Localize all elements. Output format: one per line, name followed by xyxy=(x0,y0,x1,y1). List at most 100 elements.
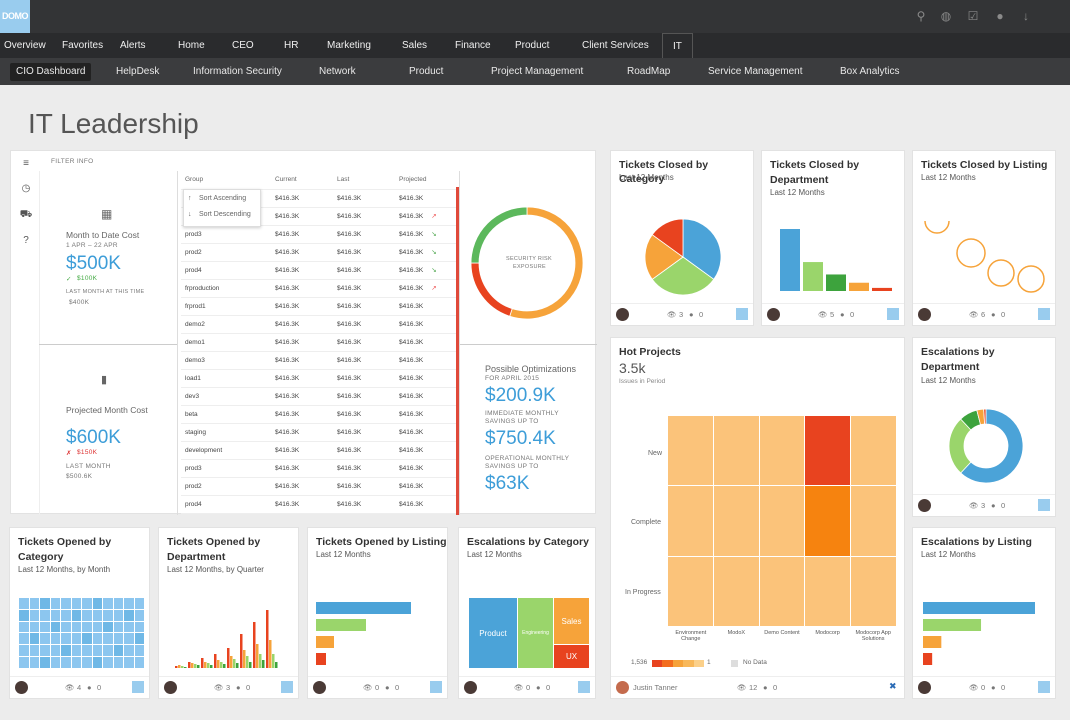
heatmap-cell[interactable] xyxy=(92,633,102,645)
bar[interactable] xyxy=(803,262,823,291)
bar[interactable] xyxy=(849,282,869,291)
heatmap-cell[interactable] xyxy=(124,633,134,645)
heatmap-cell[interactable] xyxy=(713,486,759,556)
comment-icon[interactable]: ● xyxy=(536,683,541,692)
heatmap-cell[interactable] xyxy=(82,621,92,633)
heatmap-cell[interactable] xyxy=(134,609,144,621)
card-tickets-opened-department[interactable]: Tickets Opened by Department Last 12 Mon… xyxy=(158,527,299,699)
slice[interactable] xyxy=(960,408,1024,484)
heatmap-cell[interactable] xyxy=(50,645,60,657)
table-row[interactable]: load1 $416.3K $416.3K $416.3K xyxy=(181,369,459,388)
bar[interactable] xyxy=(872,287,892,291)
heatmap-cell[interactable] xyxy=(40,633,50,645)
table-row[interactable]: development $416.3K $416.3K $416.3K xyxy=(181,441,459,460)
table-row[interactable]: frprod1 $416.3K $416.3K $416.3K xyxy=(181,297,459,316)
comment-icon[interactable]: ● xyxy=(689,310,694,319)
heatmap-cell[interactable] xyxy=(29,633,39,645)
bar[interactable] xyxy=(262,660,265,668)
heatmap-cell[interactable] xyxy=(19,598,29,609)
bar[interactable] xyxy=(243,650,246,668)
heatmap-cell[interactable] xyxy=(29,645,39,657)
card-tickets-closed-listing[interactable]: Tickets Closed by Listing Last 12 Months… xyxy=(912,150,1056,326)
heatmap-cell[interactable] xyxy=(92,645,102,657)
heatmap-cell[interactable] xyxy=(134,645,144,657)
subnav-network[interactable]: Network xyxy=(319,66,356,77)
bar[interactable] xyxy=(210,665,213,668)
comment-icon[interactable]: ● xyxy=(236,683,241,692)
bar[interactable] xyxy=(220,662,223,668)
bar[interactable] xyxy=(181,666,184,668)
bar[interactable] xyxy=(923,619,982,631)
download-icon[interactable]: ↓ xyxy=(1023,9,1029,23)
heatmap-cell[interactable] xyxy=(668,556,713,626)
comment-icon[interactable]: ● xyxy=(763,683,768,692)
heatmap-cell[interactable] xyxy=(113,657,123,668)
bar[interactable] xyxy=(191,663,194,668)
table-row[interactable]: prod3 $416.3K $416.3K $416.3K xyxy=(181,459,459,478)
card-escalations-department[interactable]: Escalations by Department Last 12 Months… xyxy=(912,337,1056,517)
avatar[interactable] xyxy=(616,308,629,321)
heatmap-cell[interactable] xyxy=(61,645,71,657)
bar[interactable] xyxy=(188,662,191,668)
bar[interactable] xyxy=(194,664,197,668)
bar[interactable] xyxy=(201,658,204,668)
subnav-helpdesk[interactable]: HelpDesk xyxy=(116,66,160,77)
page-icon[interactable] xyxy=(1038,308,1050,320)
heatmap-cell[interactable] xyxy=(134,621,144,633)
heatmap-cell[interactable] xyxy=(82,657,92,668)
nav-marketing[interactable]: Marketing xyxy=(327,40,371,51)
heatmap-cell[interactable] xyxy=(805,486,851,556)
avatar[interactable] xyxy=(616,681,629,694)
heatmap-cell[interactable] xyxy=(71,657,81,668)
help-icon[interactable]: ? xyxy=(23,235,29,246)
subnav-roadmap[interactable]: RoadMap xyxy=(627,66,671,77)
heatmap-cell[interactable] xyxy=(713,556,759,626)
slice[interactable] xyxy=(682,218,722,280)
heatmap-cell[interactable] xyxy=(19,657,29,668)
heatmap-cell[interactable] xyxy=(82,609,92,621)
sort-descending[interactable]: Sort Descending xyxy=(199,211,251,218)
heatmap-cell[interactable] xyxy=(759,416,805,486)
nav-ceo[interactable]: CEO xyxy=(232,40,254,51)
heatmap-cell[interactable] xyxy=(805,416,851,486)
nav-product[interactable]: Product xyxy=(515,40,550,51)
slice[interactable] xyxy=(948,418,972,474)
heatmap-cell[interactable] xyxy=(40,609,50,621)
avatar[interactable] xyxy=(767,308,780,321)
heatmap-cell[interactable] xyxy=(19,633,29,645)
subnav-information-security[interactable]: Information Security xyxy=(193,66,282,77)
heatmap-cell[interactable] xyxy=(805,556,851,626)
user-name[interactable]: Justin Tanner xyxy=(633,683,678,692)
heatmap-cell[interactable] xyxy=(103,633,113,645)
bar[interactable] xyxy=(253,622,256,668)
heatmap-cell[interactable] xyxy=(40,657,50,668)
heatmap-cell[interactable] xyxy=(29,598,39,609)
bar[interactable] xyxy=(236,663,239,668)
heatmap-cell[interactable] xyxy=(134,598,144,609)
heatmap-cell[interactable] xyxy=(759,486,805,556)
page-icon[interactable] xyxy=(887,308,899,320)
table-row[interactable]: prod2 $416.3K $416.3K $416.3K xyxy=(181,477,459,496)
heatmap-cell[interactable] xyxy=(61,598,71,609)
table-row[interactable]: demo3 $416.3K $416.3K $416.3K xyxy=(181,351,459,370)
comment-icon[interactable]: ● xyxy=(991,683,996,692)
heatmap-cell[interactable] xyxy=(103,609,113,621)
heatmap-cell[interactable] xyxy=(19,621,29,633)
avatar[interactable] xyxy=(918,681,931,694)
heatmap-cell[interactable] xyxy=(92,598,102,609)
bar[interactable] xyxy=(275,662,278,668)
heatmap-cell[interactable] xyxy=(103,621,113,633)
page-icon[interactable] xyxy=(430,681,442,693)
heatmap-cell[interactable] xyxy=(134,633,144,645)
col-group[interactable]: Group xyxy=(181,171,271,190)
page-icon[interactable] xyxy=(1038,681,1050,693)
subnav-product[interactable]: Product xyxy=(409,66,444,77)
treemap-product[interactable]: Product xyxy=(469,598,517,668)
card-tickets-closed-department[interactable]: Tickets Closed by Department Last 12 Mon… xyxy=(761,150,905,326)
heatmap-cell[interactable] xyxy=(759,556,805,626)
heatmap-cell[interactable] xyxy=(29,621,39,633)
bar[interactable] xyxy=(826,274,846,291)
bar[interactable] xyxy=(233,659,236,668)
bar[interactable] xyxy=(230,656,233,668)
menu-icon[interactable]: ≡ xyxy=(23,158,29,169)
